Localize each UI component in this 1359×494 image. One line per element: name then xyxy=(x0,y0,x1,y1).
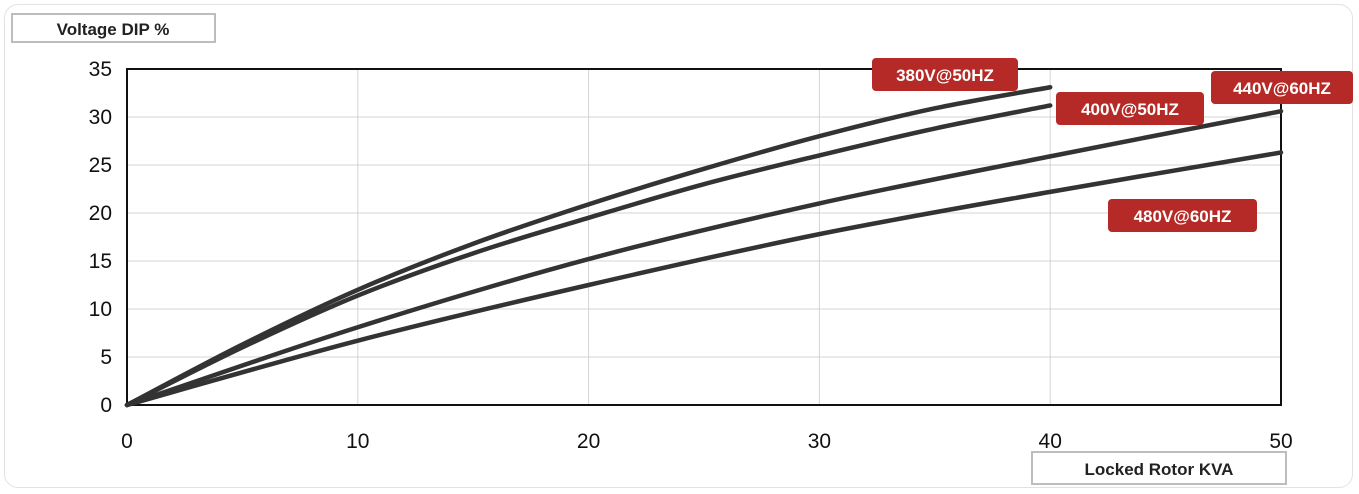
x-tick-label: 40 xyxy=(1039,430,1062,453)
y-tick-label: 20 xyxy=(89,202,112,225)
chart-frame xyxy=(4,4,1353,488)
series-label-text: 440V@60HZ xyxy=(1233,79,1331,98)
y-tick-label: 25 xyxy=(89,154,112,177)
x-tick-label: 0 xyxy=(121,430,133,453)
series-label-box xyxy=(872,58,1018,91)
series-label: 480V@60HZ xyxy=(1108,199,1257,232)
y-tick-label: 10 xyxy=(89,298,112,321)
series-line xyxy=(124,84,1053,408)
y-tick-label: 15 xyxy=(89,250,112,273)
x-axis-title: Locked Rotor KVA xyxy=(1085,460,1234,479)
y-axis-title-box: Voltage DIP % xyxy=(11,13,216,43)
tick-labels: 0 10 20 30 40 50 0 5 10 15 20 25 30 35 xyxy=(89,58,1293,453)
series-label-box xyxy=(1211,71,1353,104)
series-labels: 380V@50HZ 400V@50HZ 440V@60HZ 480V@60HZ xyxy=(872,58,1353,232)
series-line xyxy=(124,108,1284,408)
series-label-text: 400V@50HZ xyxy=(1081,100,1179,119)
plot-border xyxy=(126,68,1282,406)
x-axis-title-box: Locked Rotor KVA xyxy=(1031,451,1287,485)
y-tick-label: 5 xyxy=(100,346,112,369)
y-tick-label: 35 xyxy=(89,58,112,81)
x-tick-label: 30 xyxy=(808,430,831,453)
series-label: 400V@50HZ xyxy=(1056,92,1204,125)
series-line xyxy=(124,103,1053,408)
series-lines xyxy=(124,84,1284,408)
y-tick-label: 30 xyxy=(89,106,112,129)
x-tick-label: 50 xyxy=(1269,430,1292,453)
series-label-box xyxy=(1108,199,1257,232)
series-label: 380V@50HZ xyxy=(872,58,1018,91)
series-line xyxy=(124,150,1284,408)
x-tick-label: 20 xyxy=(577,430,600,453)
series-label-box xyxy=(1056,92,1204,125)
series-label-text: 480V@60HZ xyxy=(1134,207,1232,226)
series-label: 440V@60HZ xyxy=(1211,71,1353,104)
x-tick-label: 10 xyxy=(346,430,369,453)
series-label-text: 380V@50HZ xyxy=(896,66,994,85)
y-axis-title: Voltage DIP % xyxy=(57,20,170,39)
y-tick-label: 0 xyxy=(100,394,112,417)
